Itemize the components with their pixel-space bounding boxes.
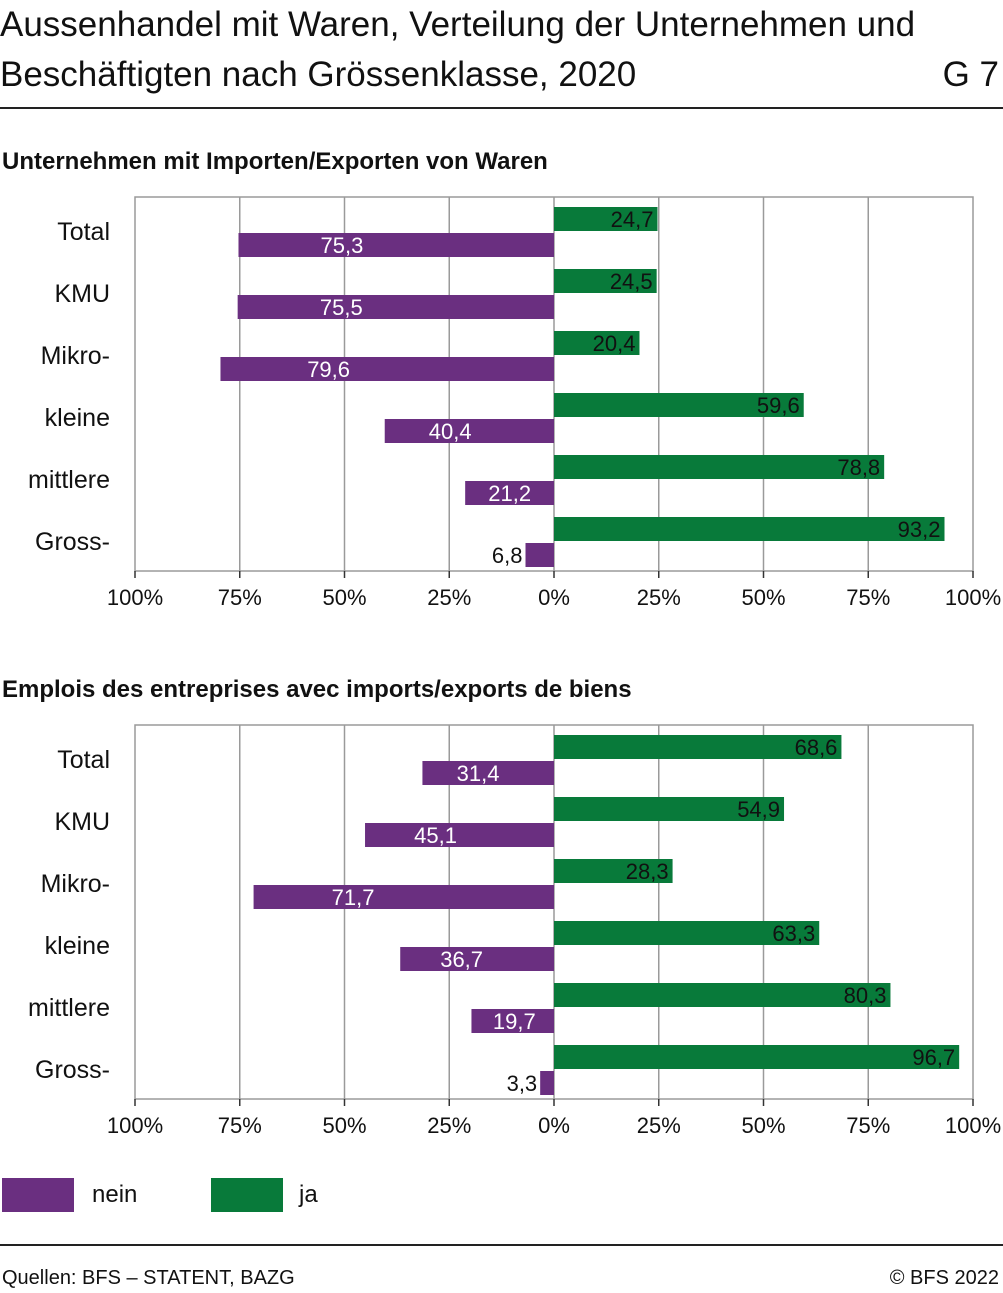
- x-tick-label: 75%: [846, 1113, 890, 1138]
- category-label: Mikro-: [41, 342, 110, 370]
- x-tick-label: 50%: [741, 585, 785, 610]
- legend-swatch-nein: [2, 1178, 74, 1212]
- data-label-nein: 21,2: [488, 481, 531, 506]
- data-label-ja: 59,6: [757, 393, 800, 418]
- bar-ja: [554, 455, 885, 479]
- data-label-nein: 19,7: [493, 1009, 536, 1034]
- bar-nein: [238, 233, 555, 257]
- data-label-nein: 71,7: [332, 885, 375, 910]
- x-tick-label: 100%: [107, 1113, 163, 1138]
- category-label: kleine: [45, 404, 110, 432]
- x-tick-label: 0%: [538, 1113, 570, 1138]
- bar-ja: [554, 921, 820, 945]
- x-tick-label: 25%: [637, 1113, 681, 1138]
- bar-nein: [400, 947, 554, 971]
- data-label-ja: 24,7: [611, 207, 654, 232]
- bar-nein: [465, 481, 554, 505]
- legend-item-nein: nein: [2, 1178, 182, 1212]
- x-tick-label: 100%: [945, 585, 1001, 610]
- legend-item-ja: ja: [211, 1178, 371, 1212]
- category-label: Total: [57, 218, 110, 246]
- bar-ja: [554, 207, 658, 231]
- x-tick-label: 75%: [846, 585, 890, 610]
- category-label: Gross-: [35, 1056, 110, 1084]
- data-label-ja: 54,9: [737, 797, 780, 822]
- bar-nein: [422, 761, 554, 785]
- data-label-ja: 68,6: [795, 735, 838, 760]
- data-label-ja: 24,5: [610, 269, 653, 294]
- bar-nein: [237, 295, 554, 319]
- category-label: kleine: [45, 932, 110, 960]
- chart-panel-companies: 100% 75% 50% 25% 0% 25% 50% 75% 100% Total 24,7 75,…: [28, 196, 1001, 610]
- x-tick-label: 25%: [427, 585, 471, 610]
- bar-ja: [554, 269, 657, 293]
- data-label-nein: 79,6: [307, 357, 350, 382]
- data-label-nein: 45,1: [414, 823, 457, 848]
- bar-nein: [471, 1009, 554, 1033]
- title-rule: [0, 107, 1003, 109]
- footer-rule: [0, 1244, 1003, 1246]
- bar-nein: [365, 823, 554, 847]
- data-label-nein: 36,7: [440, 947, 483, 972]
- x-tick-label: 75%: [218, 1113, 262, 1138]
- source-note: Quellen: BFS – STATENT, BAZG: [2, 1267, 295, 1289]
- bar-ja: [554, 517, 945, 541]
- category-label: KMU: [54, 280, 110, 308]
- bar-ja: [554, 797, 785, 821]
- bar-nein: [540, 1071, 554, 1095]
- category-label: mittlere: [28, 994, 110, 1022]
- data-label-nein: 75,3: [321, 233, 364, 258]
- chart-title: Aussenhandel mit Waren, Verteilung der U…: [0, 5, 916, 94]
- bar-nein: [384, 419, 554, 443]
- x-tick-label: 50%: [741, 1113, 785, 1138]
- bar-ja: [554, 859, 673, 883]
- legend-label-ja: ja: [299, 1181, 318, 1208]
- data-label-nein: 3,3: [507, 1071, 538, 1096]
- category-label: Gross-: [35, 528, 110, 556]
- x-tick-label: 100%: [107, 585, 163, 610]
- category-label: KMU: [54, 808, 110, 836]
- bar-nein: [525, 543, 554, 567]
- category-label: Mikro-: [41, 870, 110, 898]
- panel-2-subtitle: Emplois des entreprises avec imports/exp…: [2, 676, 632, 703]
- graphic-number: G 7: [942, 55, 999, 94]
- bar-nein: [220, 357, 554, 381]
- bar-ja: [554, 1045, 960, 1069]
- category-label: Total: [57, 746, 110, 774]
- data-label-nein: 31,4: [457, 761, 500, 786]
- bar-ja: [554, 735, 842, 759]
- bar-ja: [554, 983, 891, 1007]
- bar-ja: [554, 393, 804, 417]
- data-label-ja: 78,8: [837, 455, 880, 480]
- data-label-ja: 20,4: [593, 331, 636, 356]
- data-label-ja: 93,2: [898, 517, 941, 542]
- x-tick-label: 50%: [322, 585, 366, 610]
- x-tick-label: 25%: [637, 585, 681, 610]
- x-tick-label: 25%: [427, 1113, 471, 1138]
- legend-label-nein: nein: [92, 1181, 138, 1208]
- legend-swatch-ja: [211, 1178, 283, 1212]
- x-tick-label: 100%: [945, 1113, 1001, 1138]
- data-label-ja: 96,7: [912, 1045, 955, 1070]
- x-tick-label: 50%: [322, 1113, 366, 1138]
- data-label-ja: 63,3: [772, 921, 815, 946]
- data-label-nein: 75,5: [320, 295, 363, 320]
- x-tick-label: 75%: [218, 585, 262, 610]
- data-label-nein: 40,4: [429, 419, 472, 444]
- x-tick-label: 0%: [538, 585, 570, 610]
- chart-panel-employment: 100% 75% 50% 25% 0% 25% 50% 75% 100% Total 68,6 31,…: [28, 724, 1001, 1138]
- category-label: mittlere: [28, 466, 110, 494]
- bar-ja: [554, 331, 640, 355]
- data-label-ja: 28,3: [626, 859, 669, 884]
- data-label-nein: 6,8: [492, 543, 523, 568]
- panel-1-subtitle: Unternehmen mit Importen/Exporten von Wa…: [2, 148, 548, 175]
- bar-nein: [253, 885, 554, 909]
- data-label-ja: 80,3: [844, 983, 887, 1008]
- copyright-note: © BFS 2022: [889, 1267, 999, 1289]
